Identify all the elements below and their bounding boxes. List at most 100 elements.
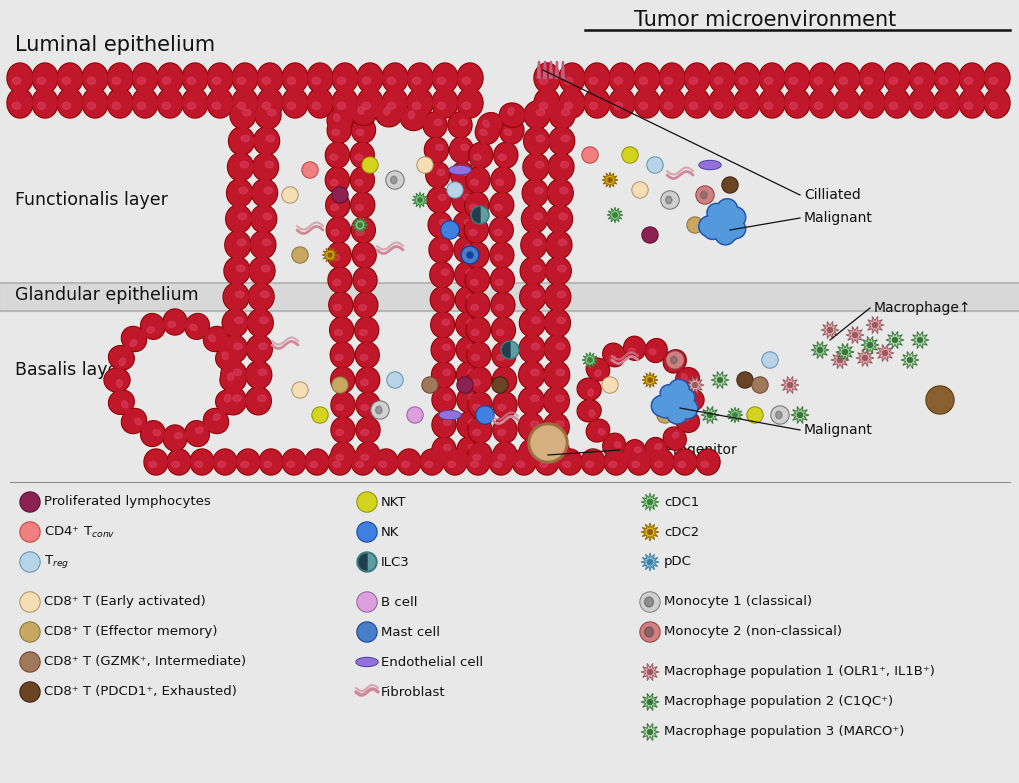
Ellipse shape bbox=[237, 78, 246, 85]
Ellipse shape bbox=[468, 392, 491, 418]
Circle shape bbox=[728, 221, 744, 237]
Ellipse shape bbox=[492, 392, 517, 418]
Ellipse shape bbox=[400, 106, 426, 131]
Ellipse shape bbox=[963, 103, 972, 110]
Ellipse shape bbox=[556, 291, 566, 298]
Ellipse shape bbox=[598, 428, 604, 435]
Ellipse shape bbox=[549, 102, 574, 128]
Ellipse shape bbox=[187, 78, 196, 85]
Circle shape bbox=[674, 404, 688, 418]
Ellipse shape bbox=[208, 64, 231, 92]
Ellipse shape bbox=[248, 283, 274, 311]
Text: CD8⁺ T (Effector memory): CD8⁺ T (Effector memory) bbox=[44, 626, 217, 638]
Ellipse shape bbox=[253, 180, 276, 206]
Ellipse shape bbox=[521, 284, 544, 310]
Ellipse shape bbox=[258, 395, 266, 402]
Ellipse shape bbox=[522, 179, 547, 207]
Ellipse shape bbox=[246, 387, 271, 415]
Ellipse shape bbox=[441, 294, 449, 301]
Ellipse shape bbox=[228, 154, 253, 180]
Ellipse shape bbox=[469, 143, 492, 168]
Ellipse shape bbox=[82, 88, 108, 118]
Ellipse shape bbox=[255, 128, 278, 154]
Ellipse shape bbox=[307, 63, 332, 93]
Ellipse shape bbox=[476, 120, 498, 143]
Ellipse shape bbox=[337, 78, 345, 85]
Ellipse shape bbox=[667, 358, 674, 364]
Circle shape bbox=[770, 406, 789, 424]
Ellipse shape bbox=[356, 343, 378, 367]
Ellipse shape bbox=[557, 265, 566, 272]
Ellipse shape bbox=[464, 219, 472, 226]
Ellipse shape bbox=[556, 317, 565, 323]
Text: Macrophage↑: Macrophage↑ bbox=[873, 301, 970, 315]
Text: Monocyte 2 (non-classical): Monocyte 2 (non-classical) bbox=[663, 626, 841, 638]
Ellipse shape bbox=[689, 103, 697, 110]
Circle shape bbox=[926, 387, 952, 413]
Ellipse shape bbox=[181, 63, 208, 93]
Ellipse shape bbox=[378, 461, 386, 467]
Ellipse shape bbox=[248, 336, 271, 362]
Circle shape bbox=[721, 213, 743, 234]
Polygon shape bbox=[601, 172, 618, 188]
Circle shape bbox=[583, 148, 596, 162]
Ellipse shape bbox=[471, 179, 478, 186]
Ellipse shape bbox=[490, 193, 513, 217]
Ellipse shape bbox=[558, 213, 567, 220]
Ellipse shape bbox=[421, 450, 442, 474]
Ellipse shape bbox=[500, 119, 523, 143]
Polygon shape bbox=[790, 406, 808, 424]
Ellipse shape bbox=[492, 318, 514, 342]
Ellipse shape bbox=[585, 64, 608, 92]
Ellipse shape bbox=[471, 330, 479, 335]
Ellipse shape bbox=[500, 104, 524, 126]
Ellipse shape bbox=[171, 461, 179, 467]
Circle shape bbox=[871, 323, 876, 327]
Ellipse shape bbox=[678, 461, 685, 467]
Ellipse shape bbox=[558, 450, 581, 474]
Ellipse shape bbox=[584, 63, 609, 93]
Circle shape bbox=[476, 406, 493, 424]
Text: Fibroblast: Fibroblast bbox=[381, 685, 445, 698]
Ellipse shape bbox=[107, 63, 132, 93]
Ellipse shape bbox=[559, 64, 584, 92]
Circle shape bbox=[695, 186, 713, 204]
Ellipse shape bbox=[534, 187, 542, 193]
Ellipse shape bbox=[401, 107, 425, 129]
Ellipse shape bbox=[497, 429, 505, 435]
Ellipse shape bbox=[627, 449, 650, 475]
Ellipse shape bbox=[353, 118, 374, 143]
Ellipse shape bbox=[196, 427, 203, 433]
Ellipse shape bbox=[457, 437, 481, 463]
Ellipse shape bbox=[479, 129, 487, 135]
Ellipse shape bbox=[454, 262, 478, 288]
Ellipse shape bbox=[547, 206, 571, 232]
Text: Stem/Progenitor: Stem/Progenitor bbox=[624, 443, 736, 457]
Ellipse shape bbox=[695, 449, 719, 475]
Ellipse shape bbox=[834, 88, 859, 118]
Ellipse shape bbox=[266, 135, 274, 142]
Ellipse shape bbox=[468, 343, 489, 367]
Ellipse shape bbox=[260, 317, 268, 323]
Circle shape bbox=[797, 413, 802, 417]
Ellipse shape bbox=[933, 88, 959, 118]
Ellipse shape bbox=[227, 180, 252, 206]
Ellipse shape bbox=[468, 370, 475, 375]
Ellipse shape bbox=[492, 442, 517, 468]
Ellipse shape bbox=[663, 103, 672, 110]
Circle shape bbox=[582, 147, 597, 163]
Ellipse shape bbox=[523, 153, 548, 181]
Ellipse shape bbox=[7, 63, 33, 93]
Ellipse shape bbox=[491, 342, 516, 368]
Circle shape bbox=[387, 373, 401, 387]
Circle shape bbox=[678, 389, 694, 406]
Circle shape bbox=[291, 382, 308, 398]
Ellipse shape bbox=[428, 212, 451, 238]
Ellipse shape bbox=[468, 417, 491, 443]
Circle shape bbox=[726, 219, 745, 239]
Ellipse shape bbox=[57, 88, 83, 118]
Ellipse shape bbox=[430, 263, 452, 287]
Ellipse shape bbox=[257, 88, 282, 118]
Ellipse shape bbox=[545, 284, 570, 310]
Ellipse shape bbox=[635, 64, 658, 92]
